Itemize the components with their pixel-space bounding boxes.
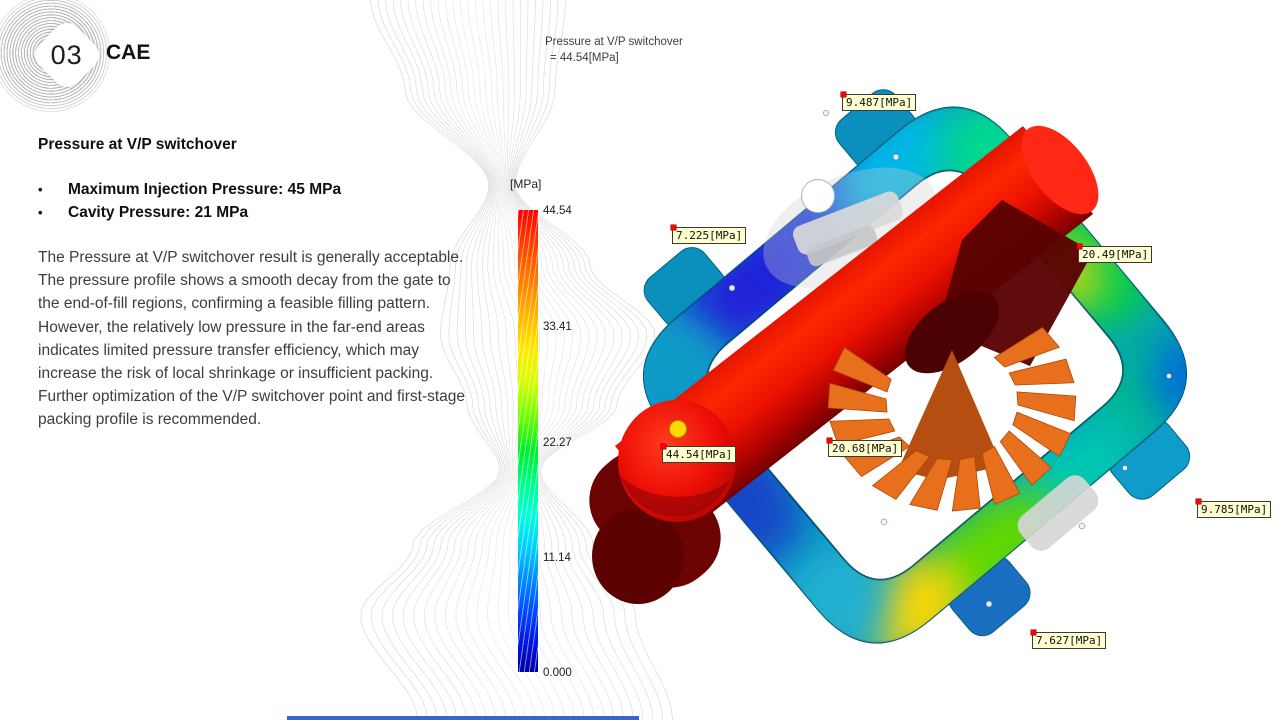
bullet-marker: •	[38, 205, 43, 220]
paragraph: The Pressure at V/P switchover result is…	[38, 249, 464, 313]
colorbar-tick: 44.54	[543, 205, 572, 217]
bottom-accent-bar	[287, 716, 639, 720]
colorbar	[518, 210, 538, 672]
grey-insert	[1017, 475, 1099, 551]
probe-label: 44.54[MPa]	[661, 444, 737, 463]
probe-label: 7.627[MPa]	[1031, 630, 1107, 649]
turbine-hub	[898, 350, 1002, 480]
probe-label: 9.785[MPa]	[1196, 499, 1272, 518]
colorbar-unit-label: [MPa]	[510, 177, 542, 191]
bullet-marker: •	[38, 182, 43, 197]
colorbar-tick: 22.27	[543, 437, 572, 449]
bullet-text: Maximum Injection Pressure: 45 MPa	[68, 180, 342, 198]
probe-dot-icon	[661, 444, 666, 449]
probe-dot-icon	[671, 225, 676, 230]
probe-dot-icon	[841, 92, 846, 97]
runner-cylinder	[615, 126, 1093, 534]
probe-label-text: 9.785[MPa]	[1201, 503, 1268, 516]
runner-end-cap	[1021, 125, 1099, 215]
turbine-blades	[827, 326, 1077, 512]
probe-label: 20.68[MPa]	[827, 438, 903, 457]
probe-label: 20.49[MPa]	[1077, 244, 1153, 263]
bullet-text: Cavity Pressure: 21 MPa	[68, 203, 249, 221]
probe-label: 7.225[MPa]	[671, 225, 747, 244]
probe-dot-icon	[1077, 244, 1082, 249]
probe-label-text: 9.487[MPa]	[846, 96, 913, 109]
colorbar-tick: 0.000	[543, 667, 572, 679]
result-heading: Pressure at V/P switchover	[38, 136, 237, 153]
probe-label-text: 44.54[MPa]	[666, 448, 733, 461]
colorbar-tick: 11.14	[543, 552, 571, 564]
probe-label-text: 7.627[MPa]	[1036, 634, 1103, 647]
bullet-item: • Cavity Pressure: 21 MPa	[38, 201, 341, 224]
probe-dot-icon	[1031, 630, 1036, 635]
probe-label-text: 20.49[MPa]	[1082, 248, 1149, 261]
probe-dot-icon	[1196, 499, 1201, 504]
probe-label-text: 20.68[MPa]	[832, 442, 899, 455]
probe-dot-icon	[827, 438, 832, 443]
frame-hole	[801, 179, 835, 213]
analysis-commentary: The Pressure at V/P switchover result is…	[38, 246, 466, 432]
injection-point-marker	[669, 420, 687, 438]
plot-title-line2: = 44.54[MPa]	[550, 52, 619, 64]
plot-title: Pressure at V/P switchover = 44.54[MPa]	[545, 34, 683, 66]
paragraph: However, the relatively low pressure in …	[38, 318, 466, 429]
bullet-item: • Maximum Injection Pressure: 45 MPa	[38, 178, 341, 201]
grey-insert	[792, 191, 904, 255]
slide-number: 03	[50, 39, 84, 70]
probe-label: 9.487[MPa]	[841, 92, 917, 111]
bullet-list: • Maximum Injection Pressure: 45 MPa • C…	[38, 178, 341, 224]
section-title: CAE	[106, 41, 151, 64]
plot-title-line1: Pressure at V/P switchover	[545, 36, 683, 48]
grey-insert	[806, 225, 878, 267]
probe-label-text: 7.225[MPa]	[676, 229, 743, 242]
screw-holes	[728, 110, 1172, 608]
colorbar-tick: 33.41	[543, 321, 572, 333]
